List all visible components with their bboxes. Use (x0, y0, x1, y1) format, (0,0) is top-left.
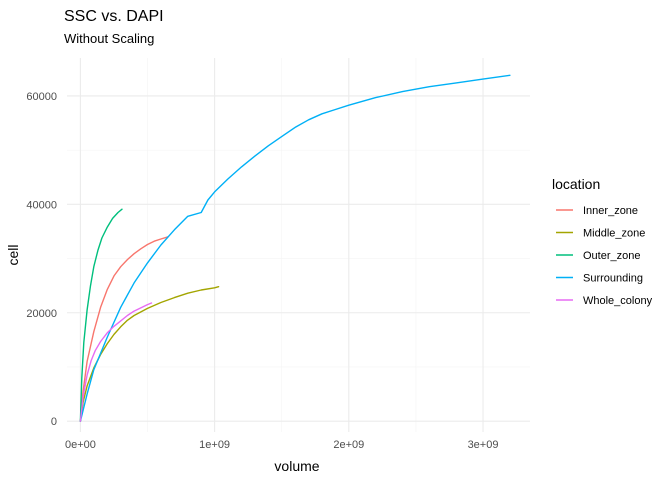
legend: location Inner_zone Middle_zone Outer_zone… (552, 176, 653, 307)
y-tick-label: 40000 (26, 199, 57, 211)
x-axis-title: volume (274, 458, 319, 474)
x-tick-label: 3e+09 (468, 439, 499, 451)
chart-title: SSC vs. DAPI (64, 8, 164, 25)
x-tick-label: 1e+09 (199, 439, 230, 451)
chart-subtitle: Without Scaling (64, 31, 154, 46)
y-tick-label: 20000 (26, 308, 57, 320)
y-tick-label: 60000 (26, 91, 57, 103)
legend-items: Inner_zone Middle_zone Outer_zone Surroundi… (556, 205, 653, 307)
legend-item: Outer_zone (556, 250, 640, 262)
x-tick-label: 2e+09 (333, 439, 364, 451)
series-line-inner-zone (79, 236, 169, 422)
series-lines (79, 74, 511, 422)
gridlines (67, 58, 530, 432)
legend-item: Inner_zone (556, 205, 638, 217)
legend-item: Whole_colony (556, 295, 653, 307)
y-tick-label: 0 (51, 416, 57, 428)
series-line-middle-zone (79, 286, 220, 422)
series-line-outer-zone (79, 208, 123, 422)
series-line-surrounding (79, 74, 511, 422)
legend-label: Outer_zone (583, 250, 640, 262)
legend-item: Surrounding (556, 273, 643, 285)
legend-label: Whole_colony (583, 295, 653, 307)
x-tick-label: 0e+00 (65, 439, 96, 451)
legend-label: Middle_zone (583, 228, 645, 240)
y-axis-title: cell (5, 244, 21, 265)
y-axis-tick-labels: 0 20000 40000 60000 (26, 91, 57, 428)
legend-label: Inner_zone (583, 205, 638, 217)
x-axis-tick-labels: 0e+00 1e+09 2e+09 3e+09 (65, 439, 499, 451)
legend-title: location (552, 176, 600, 192)
legend-item: Middle_zone (556, 228, 645, 240)
legend-label: Surrounding (583, 273, 643, 285)
series-line-whole-colony (79, 302, 153, 422)
